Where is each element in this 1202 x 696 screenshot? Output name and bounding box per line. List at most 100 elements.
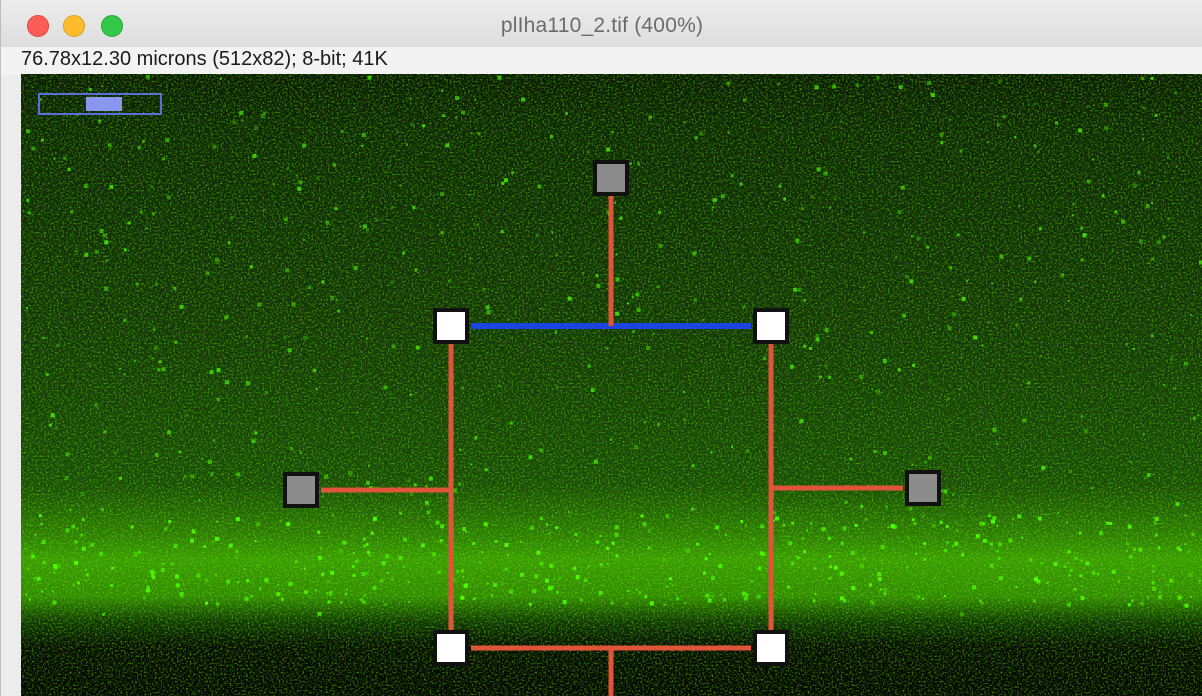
speck [911, 235, 914, 238]
speck [99, 229, 104, 233]
speck [590, 388, 595, 393]
speck [799, 419, 804, 424]
close-dot-icon[interactable] [27, 15, 49, 37]
speck [921, 597, 924, 600]
speck [1191, 532, 1195, 536]
speck [715, 525, 720, 530]
speck [1080, 595, 1085, 600]
speck [877, 577, 882, 581]
speck [500, 229, 504, 233]
speck [832, 84, 837, 89]
speck [276, 592, 281, 597]
speck [760, 524, 765, 529]
speck [175, 574, 180, 579]
speck [69, 508, 72, 511]
speck [519, 541, 522, 543]
speck [606, 547, 610, 550]
speck [211, 541, 214, 544]
speck [743, 98, 747, 102]
speck [42, 337, 45, 340]
speck [610, 438, 613, 441]
zoom-dot-icon[interactable] [101, 15, 123, 37]
speck [1163, 383, 1166, 386]
rotation-handle-right[interactable] [905, 470, 941, 506]
speck [460, 595, 465, 600]
speck [584, 578, 588, 582]
speck [926, 245, 929, 249]
speck [882, 358, 887, 363]
speck [939, 132, 944, 137]
speck [812, 599, 816, 603]
speck [956, 233, 960, 237]
speck [528, 455, 533, 460]
speck [1143, 476, 1146, 479]
minimize-dot-icon[interactable] [63, 15, 85, 37]
corner-handle-top-left[interactable] [433, 308, 469, 344]
speck [514, 311, 517, 314]
speck [923, 542, 927, 546]
corner-handle-bottom-right[interactable] [753, 630, 789, 666]
speck [756, 594, 761, 599]
speck [1069, 470, 1072, 473]
speck [540, 449, 542, 452]
speck [1106, 521, 1110, 525]
speck [507, 318, 510, 321]
speck [1022, 418, 1027, 423]
speck [428, 476, 433, 481]
speck [946, 397, 950, 401]
speck [996, 550, 999, 553]
speck [351, 565, 355, 569]
navigator-viewport[interactable] [86, 97, 122, 111]
speck [139, 210, 143, 214]
speck [90, 542, 95, 547]
speck [372, 516, 377, 521]
speck [946, 541, 949, 544]
rotated-rect-selection[interactable] [321, 196, 903, 696]
speck [1053, 562, 1058, 567]
speck [1132, 183, 1137, 188]
speck [840, 120, 843, 123]
speck [864, 517, 868, 521]
title-bar[interactable]: plIha110_2.tif (400%) [1, 0, 1202, 50]
speck [326, 592, 329, 595]
speck [214, 536, 219, 541]
speck [74, 561, 78, 565]
speck [55, 426, 58, 429]
zoom-navigator[interactable] [38, 93, 162, 115]
speck [627, 589, 629, 592]
speck [1129, 555, 1133, 559]
speck [859, 564, 864, 569]
speck [895, 256, 897, 259]
speck [1166, 583, 1170, 587]
corner-handle-top-right[interactable] [753, 308, 789, 344]
speck [101, 85, 104, 88]
speck [246, 579, 250, 583]
speck [636, 308, 641, 313]
speck [40, 523, 43, 526]
speck [632, 577, 635, 580]
speck [587, 364, 591, 368]
speck [611, 131, 614, 134]
image-canvas[interactable] [21, 74, 1202, 696]
speck [440, 524, 445, 529]
rotation-handle-top[interactable] [593, 160, 629, 196]
speck [251, 439, 256, 444]
speck [916, 594, 921, 599]
speck [1173, 476, 1176, 479]
speck [465, 531, 468, 533]
speck [840, 542, 844, 545]
speck [1162, 235, 1166, 239]
speck [348, 471, 353, 476]
speck [873, 450, 877, 454]
speck [465, 583, 469, 587]
speck [596, 283, 601, 288]
speck [254, 431, 258, 435]
corner-handle-bottom-left[interactable] [433, 630, 469, 666]
speck [196, 573, 201, 578]
speck [272, 183, 275, 186]
speck [596, 540, 600, 544]
rotation-handle-left[interactable] [283, 472, 319, 508]
speck [415, 345, 420, 350]
speck [549, 585, 554, 590]
speck [711, 576, 715, 581]
